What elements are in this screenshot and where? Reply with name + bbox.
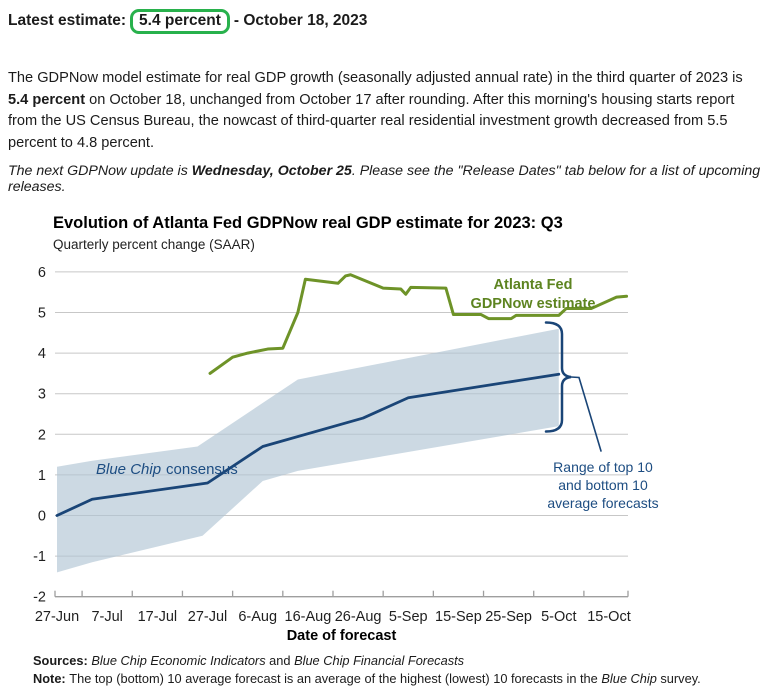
x-axis-label: 6-Aug: [238, 609, 277, 625]
latest-estimate-value: 5.4 percent: [139, 12, 221, 29]
latest-estimate-date: - October 18, 2023: [233, 12, 368, 29]
x-axis-label: 16-Aug: [285, 609, 332, 625]
range-label-line2: and bottom 10: [558, 477, 648, 493]
latest-estimate-line: Latest estimate: 5.4 percent - October 18,…: [8, 9, 367, 34]
intro-estimate-value: 5.4 percent: [8, 91, 86, 108]
y-axis-label: 1: [38, 468, 46, 484]
next-update-post: . Please see the "Release Dates" tab bel…: [8, 163, 761, 195]
x-axis-label: 5-Sep: [389, 609, 428, 625]
sources-line: Sources: Blue Chip Economic Indicators a…: [33, 653, 464, 668]
y-axis-label: 2: [38, 427, 46, 443]
x-axis-label: 7-Jul: [91, 609, 122, 625]
blue-chip-consensus-line: [55, 372, 561, 517]
forecast-range-band: [57, 328, 559, 573]
note-line: Note: The top (bottom) 10 average foreca…: [33, 671, 701, 686]
next-update-date: Wednesday, October 25: [191, 163, 352, 179]
chart-subtitle: Quarterly percent change (SAAR): [53, 237, 255, 252]
note-label: Note:: [33, 671, 70, 686]
y-axis-label: 6: [38, 265, 46, 281]
gdpnow-series-label: Atlanta Fed GDPNow estimate: [471, 277, 596, 312]
bluechip-label-italic: Blue Chip: [96, 461, 161, 478]
y-axis-label: 5: [38, 306, 46, 322]
x-axis-label: 5-Oct: [541, 609, 576, 625]
note-text: The top (bottom) 10 average forecast is …: [69, 671, 602, 686]
next-update-pre: The next GDPNow update is: [8, 163, 192, 179]
x-axis-label: 27-Jul: [188, 609, 228, 625]
intro-paragraph: The GDPNow model estimate for real GDP g…: [8, 68, 756, 155]
range-label-line3: average forecasts: [547, 495, 658, 511]
range-pointer-line: [570, 376, 602, 452]
y-axis-label: 0: [38, 509, 46, 525]
sources-publication-1: Blue Chip Economic Indicators: [91, 653, 266, 668]
y-axis-label: -1: [33, 549, 46, 565]
intro-text-post: on October 18, unchanged from October 17…: [8, 91, 735, 152]
intro-text-pre: The GDPNow model estimate for real GDP g…: [8, 70, 743, 86]
y-axis-label: 3: [38, 387, 46, 403]
latest-estimate-label: Latest estimate:: [8, 12, 127, 29]
y-axis-label: 4: [38, 346, 46, 362]
gdpnow-label-line1: Atlanta Fed: [494, 277, 573, 293]
range-label: Range of top 10 and bottom 10 average fo…: [547, 459, 658, 511]
sources-publication-2: Blue Chip Financial Forecasts: [294, 653, 465, 668]
x-axis-label: 17-Jul: [138, 609, 178, 625]
bluechip-series-label: Blue Chip consensus: [96, 461, 238, 478]
x-axis-label: 15-Sep: [435, 609, 482, 625]
y-axis-label: -2: [33, 590, 46, 606]
x-axis-label: 25-Sep: [485, 609, 532, 625]
x-axis-label: 26-Aug: [335, 609, 382, 625]
sources-label: Sources:: [33, 653, 92, 668]
chart-title: Evolution of Atlanta Fed GDPNow real GDP…: [53, 214, 563, 232]
gdpnow-label-line2: GDPNow estimate: [471, 296, 596, 312]
bluechip-label-rest: consensus: [166, 461, 238, 478]
note-bluechip: Blue Chip: [601, 671, 657, 686]
x-axis-label: 27-Jun: [35, 609, 79, 625]
x-axis-title: Date of forecast: [287, 628, 397, 644]
range-label-line1: Range of top 10: [553, 459, 653, 475]
x-axis-label: 15-Oct: [587, 609, 631, 625]
latest-estimate-box: 5.4 percent: [130, 9, 230, 34]
gdpnow-evolution-chart: -2 -1 0 1 2 3 4 5 6 27-Jun 7-Jul 17-Jul 27-Jul 6-Aug 1…: [33, 265, 659, 644]
gdpnow-estimate-line: [208, 273, 629, 375]
note-post: survey.: [656, 671, 701, 686]
next-update-note: The next GDPNow update is Wednesday, Oct…: [8, 163, 772, 195]
sources-mid: and: [265, 653, 295, 668]
